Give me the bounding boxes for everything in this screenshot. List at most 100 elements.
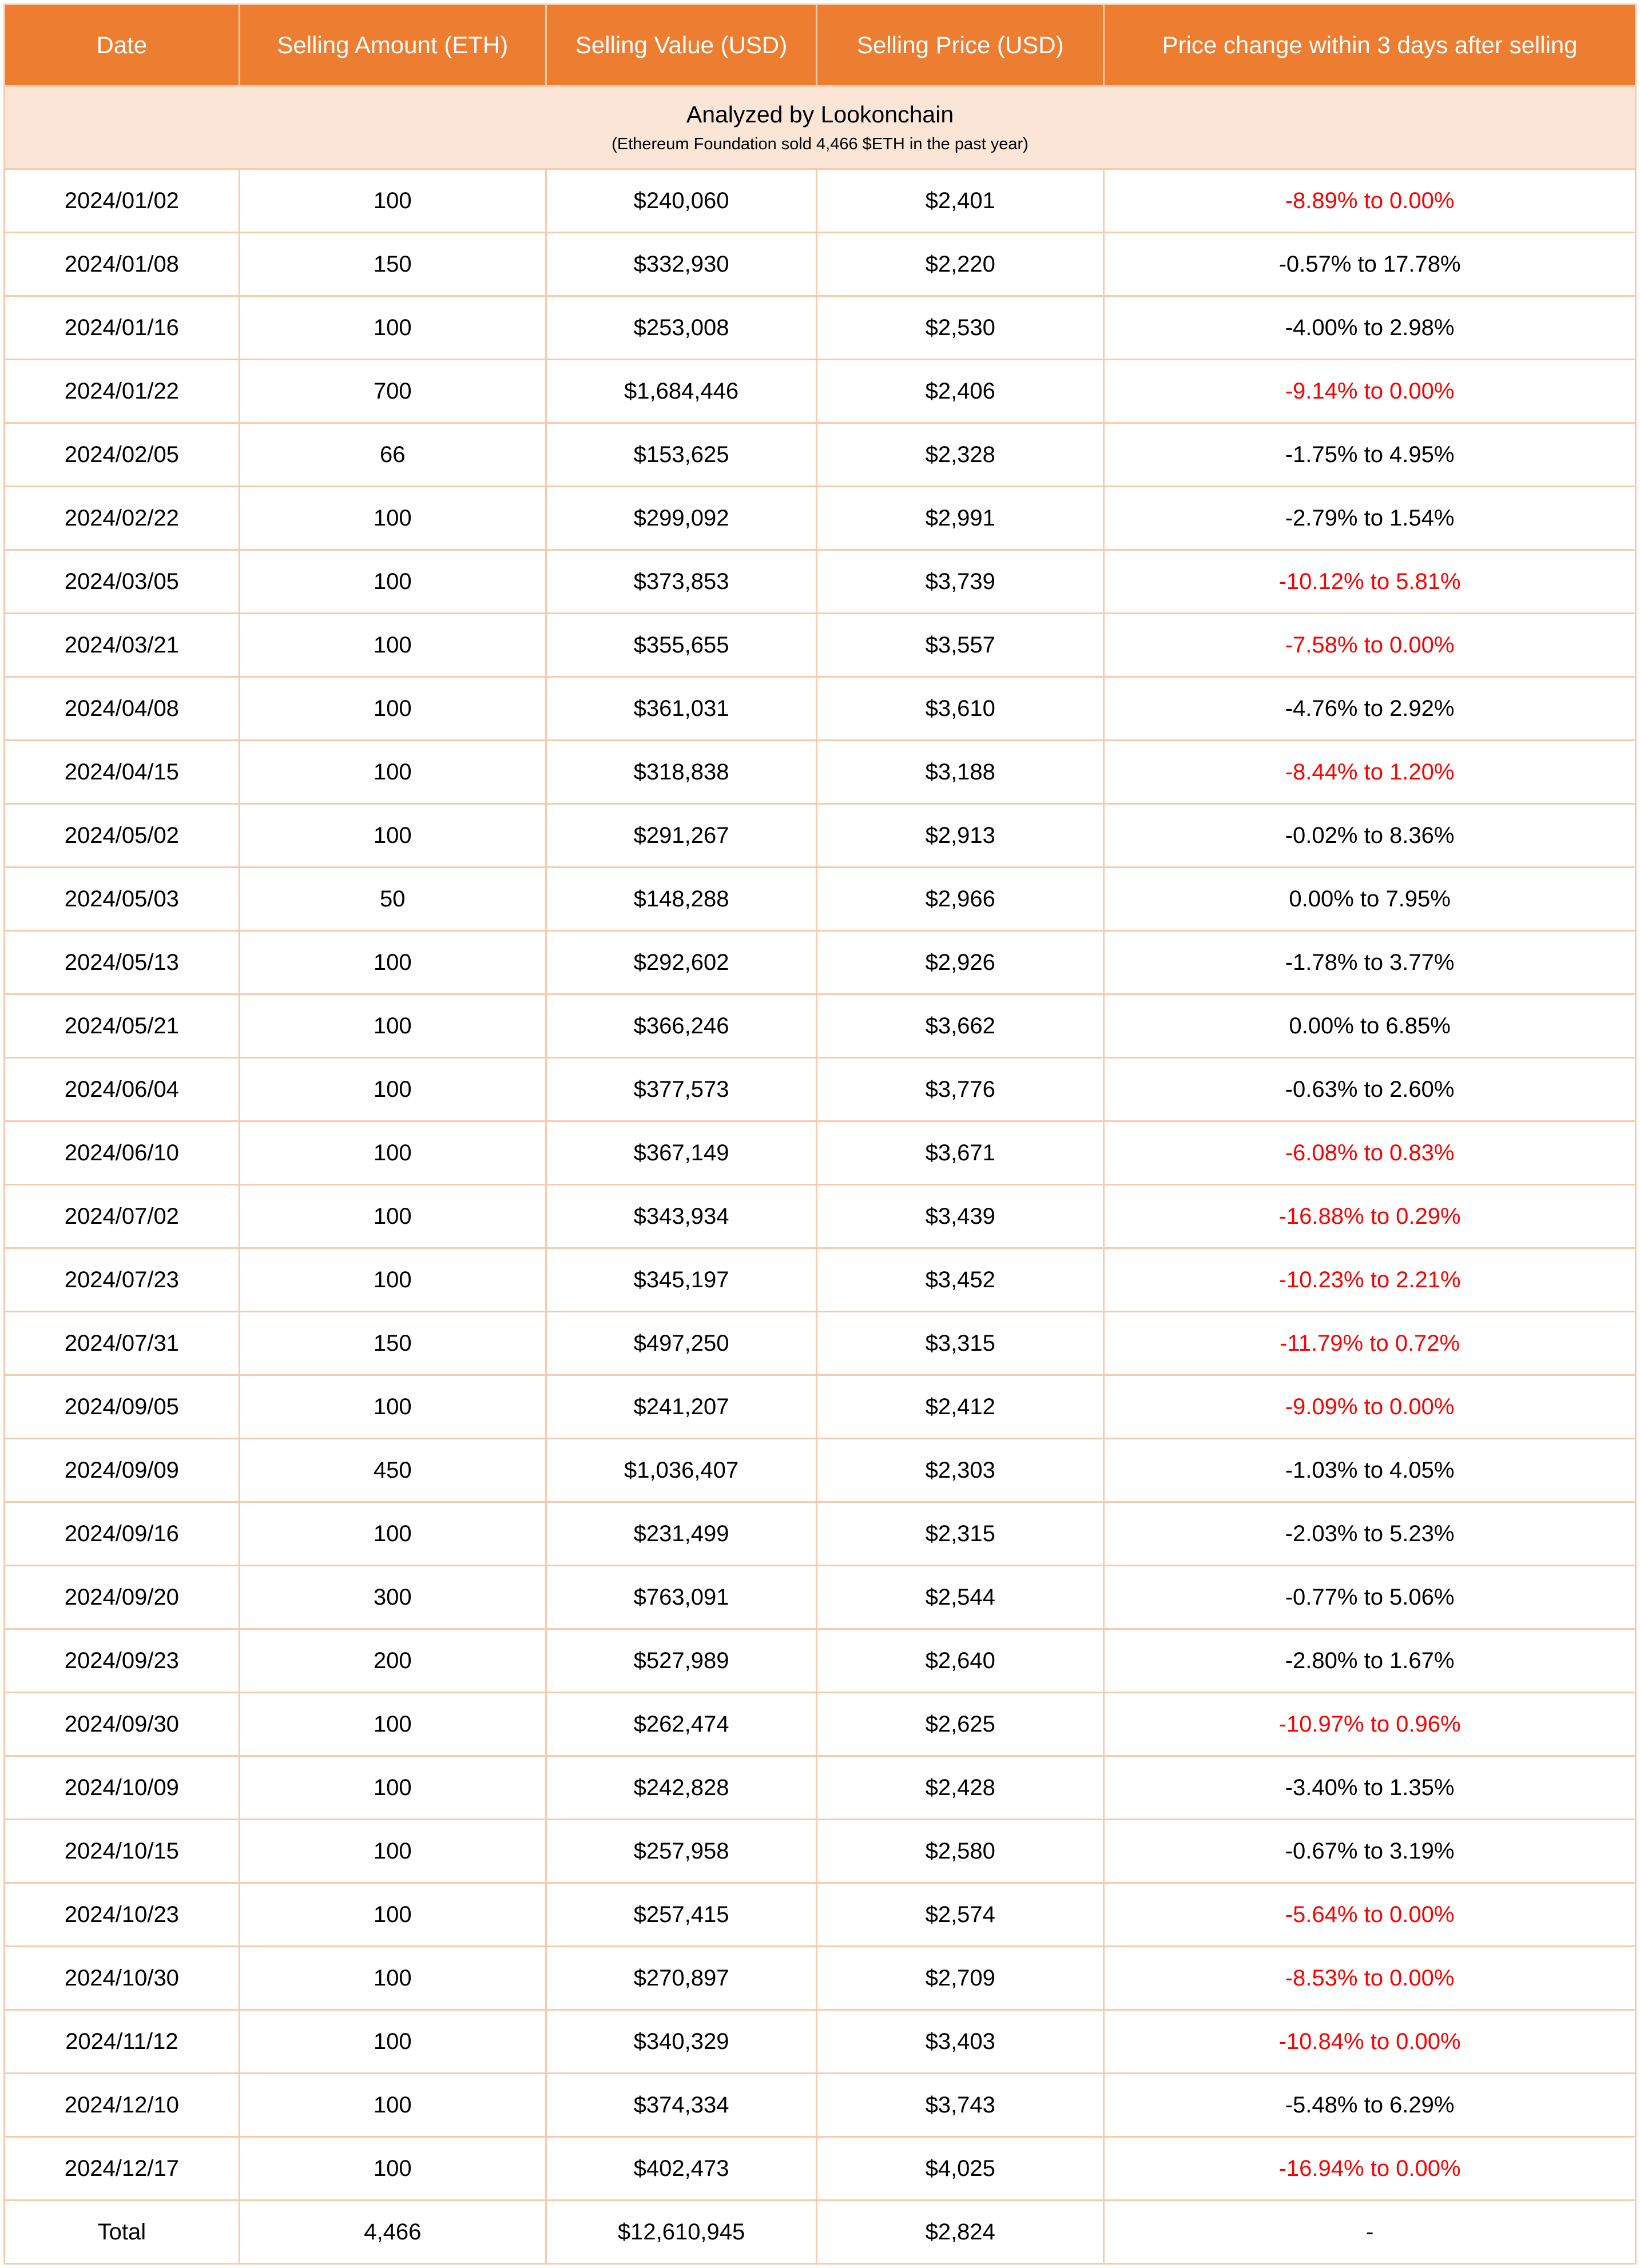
cell-selling-amount: 100	[238, 1501, 547, 1566]
cell-selling-value: $366,246	[545, 993, 818, 1059]
table-row: 2024/09/05 100 $241,207 $2,412 -9.09% to…	[3, 1374, 1637, 1439]
cell-price-change: -4.00% to 2.98%	[1103, 295, 1637, 360]
cell-selling-price: $2,926	[816, 930, 1105, 995]
cell-selling-value: $340,329	[545, 2009, 818, 2074]
cell-selling-price: $2,406	[816, 359, 1105, 424]
cell-selling-price: $3,739	[816, 549, 1105, 614]
table-row: 2024/12/10 100 $374,334 $3,743 -5.48% to…	[3, 2072, 1637, 2138]
cell-selling-amount: 100	[238, 1882, 547, 1947]
table-row: 2024/05/02 100 $291,267 $2,913 -0.02% to…	[3, 803, 1637, 868]
cell-selling-amount: 100	[238, 486, 547, 551]
cell-selling-amount: 100	[238, 2009, 547, 2074]
total-row: Total 4,466 $12,610,945 $2,824 -	[3, 2199, 1637, 2265]
cell-selling-value: $242,828	[545, 1755, 818, 1820]
cell-date: 2024/01/16	[3, 295, 240, 360]
cell-selling-price: $2,966	[816, 866, 1105, 932]
cell-selling-amount: 100	[238, 676, 547, 741]
cell-selling-value: $377,573	[545, 1057, 818, 1122]
table-row: 2024/05/21 100 $366,246 $3,662 0.00% to …	[3, 993, 1637, 1059]
cell-price-change: -8.89% to 0.00%	[1103, 168, 1637, 233]
cell-date: 2024/03/05	[3, 549, 240, 614]
cell-selling-price: $2,913	[816, 803, 1105, 868]
cell-price-change: -1.75% to 4.95%	[1103, 422, 1637, 487]
cell-date: 2024/06/04	[3, 1057, 240, 1122]
cell-date: 2024/09/20	[3, 1565, 240, 1630]
cell-selling-value: $355,655	[545, 612, 818, 678]
cell-selling-value: $153,625	[545, 422, 818, 487]
cell-selling-amount: 100	[238, 1692, 547, 1757]
cell-selling-price: $2,709	[816, 1945, 1105, 2011]
table-row: 2024/10/30 100 $270,897 $2,709 -8.53% to…	[3, 1945, 1637, 2011]
cell-selling-value: $262,474	[545, 1692, 818, 1757]
cell-selling-price: $2,328	[816, 422, 1105, 487]
cell-selling-price: $2,412	[816, 1374, 1105, 1439]
table-row: 2024/03/21 100 $355,655 $3,557 -7.58% to…	[3, 612, 1637, 678]
cell-selling-value: $497,250	[545, 1311, 818, 1376]
cell-selling-value: $292,602	[545, 930, 818, 995]
table-subtitle-note: (Ethereum Foundation sold 4,466 $ETH in …	[611, 135, 1029, 153]
table-row: 2024/01/16 100 $253,008 $2,530 -4.00% to…	[3, 295, 1637, 360]
cell-selling-amount: 100	[238, 1247, 547, 1312]
cell-selling-price: $2,824	[816, 2199, 1105, 2265]
cell-price-change: -3.40% to 1.35%	[1103, 1755, 1637, 1820]
cell-date: 2024/04/08	[3, 676, 240, 741]
cell-date: 2024/02/05	[3, 422, 240, 487]
cell-price-change: -0.77% to 5.06%	[1103, 1565, 1637, 1630]
table-row: 2024/11/12 100 $340,329 $3,403 -10.84% t…	[3, 2009, 1637, 2074]
cell-selling-amount: 66	[238, 422, 547, 487]
table-row: 2024/01/22 700 $1,684,446 $2,406 -9.14% …	[3, 359, 1637, 424]
cell-selling-price: $3,610	[816, 676, 1105, 741]
cell-selling-value: $148,288	[545, 866, 818, 932]
cell-selling-value: $1,036,407	[545, 1438, 818, 1503]
cell-selling-amount: 100	[238, 1120, 547, 1185]
cell-price-change: -2.79% to 1.54%	[1103, 486, 1637, 551]
cell-selling-price: $4,025	[816, 2136, 1105, 2201]
cell-selling-price: $3,188	[816, 739, 1105, 805]
table-row: 2024/06/10 100 $367,149 $3,671 -6.08% to…	[3, 1120, 1637, 1185]
cell-selling-price: $2,220	[816, 232, 1105, 297]
cell-selling-value: $12,610,945	[545, 2199, 818, 2265]
cell-selling-value: $253,008	[545, 295, 818, 360]
column-header-date: Date	[3, 3, 240, 87]
cell-selling-value: $763,091	[545, 1565, 818, 1630]
cell-selling-value: $332,930	[545, 232, 818, 297]
cell-selling-value: $270,897	[545, 1945, 818, 2011]
table-row: 2024/04/08 100 $361,031 $3,610 -4.76% to…	[3, 676, 1637, 741]
cell-date: 2024/10/30	[3, 1945, 240, 2011]
cell-selling-amount: 100	[238, 549, 547, 614]
cell-price-change: -8.53% to 0.00%	[1103, 1945, 1637, 2011]
cell-selling-amount: 100	[238, 739, 547, 805]
cell-price-change: -16.94% to 0.00%	[1103, 2136, 1637, 2201]
cell-selling-value: $345,197	[545, 1247, 818, 1312]
table-row: 2024/04/15 100 $318,838 $3,188 -8.44% to…	[3, 739, 1637, 805]
cell-selling-price: $2,428	[816, 1755, 1105, 1820]
table-row: 2024/03/05 100 $373,853 $3,739 -10.12% t…	[3, 549, 1637, 614]
cell-date: 2024/09/09	[3, 1438, 240, 1503]
cell-date: 2024/09/05	[3, 1374, 240, 1439]
header-row: Date Selling Amount (ETH) Selling Value …	[3, 3, 1637, 87]
cell-selling-amount: 100	[238, 168, 547, 233]
cell-date: 2024/06/10	[3, 1120, 240, 1185]
cell-selling-amount: 150	[238, 1311, 547, 1376]
cell-price-change: -0.02% to 8.36%	[1103, 803, 1637, 868]
cell-selling-value: $299,092	[545, 486, 818, 551]
table-row: 2024/07/31 150 $497,250 $3,315 -11.79% t…	[3, 1311, 1637, 1376]
cell-selling-value: $361,031	[545, 676, 818, 741]
cell-selling-amount: 450	[238, 1438, 547, 1503]
cell-price-change: -5.48% to 6.29%	[1103, 2072, 1637, 2138]
cell-price-change: -1.78% to 3.77%	[1103, 930, 1637, 995]
cell-date: 2024/05/02	[3, 803, 240, 868]
cell-selling-price: $2,574	[816, 1882, 1105, 1947]
cell-date: 2024/09/30	[3, 1692, 240, 1757]
cell-date: 2024/05/03	[3, 866, 240, 932]
cell-selling-value: $240,060	[545, 168, 818, 233]
cell-date: 2024/12/17	[3, 2136, 240, 2201]
cell-price-change: -6.08% to 0.83%	[1103, 1120, 1637, 1185]
cell-selling-amount: 150	[238, 232, 547, 297]
cell-date: 2024/01/02	[3, 168, 240, 233]
cell-selling-amount: 100	[238, 612, 547, 678]
cell-price-change: -10.23% to 2.21%	[1103, 1247, 1637, 1312]
cell-date: 2024/05/21	[3, 993, 240, 1059]
table-body: Analyzed by Lookonchain (Ethereum Founda…	[3, 85, 1637, 2265]
cell-selling-price: $2,640	[816, 1628, 1105, 1693]
